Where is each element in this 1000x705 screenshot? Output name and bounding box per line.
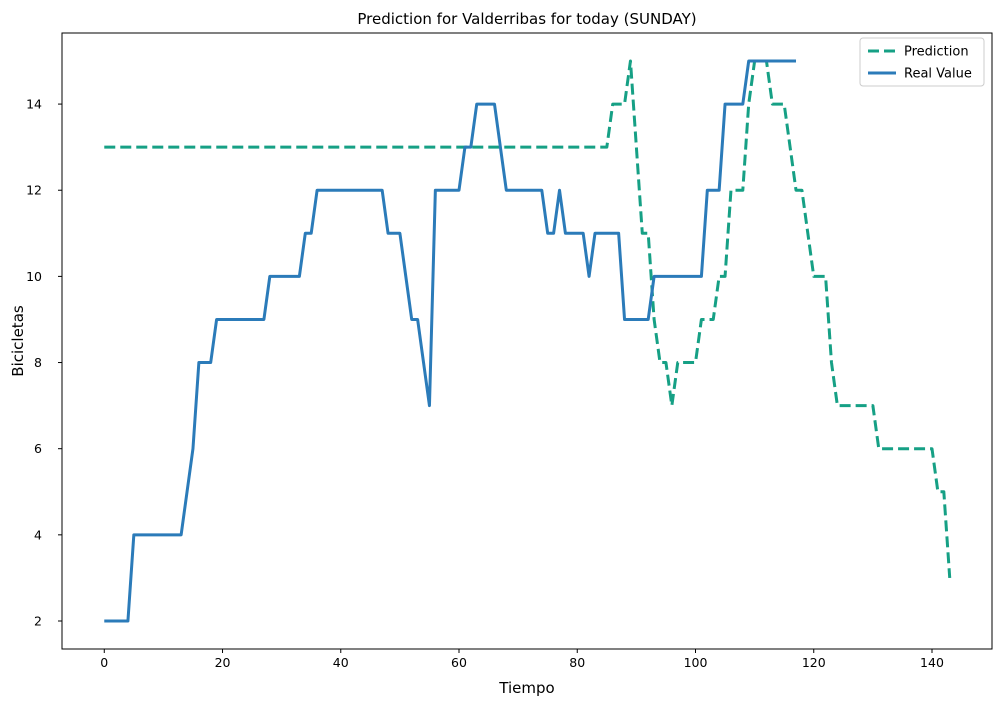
series-layer [104,59,952,623]
plot-area [61,32,993,650]
y-axis: 2 4 6 8 10 12 14 [26,97,62,629]
x-tick-label: 40 [333,655,349,670]
legend: Prediction Real Value [859,37,985,87]
x-tick-label: 80 [569,655,585,670]
x-axis-label: Tiempo [498,679,554,697]
legend-label: Prediction [904,45,969,60]
y-tick-label: 14 [26,97,42,112]
x-tick-label: 0 [100,655,108,670]
x-tick-label: 120 [802,655,826,670]
y-tick-label: 2 [34,614,42,629]
y-tick-label: 6 [34,441,42,456]
series-line-prediction [104,59,952,579]
y-tick-label: 8 [34,355,42,370]
chart-title: Prediction for Valderribas for today (SU… [357,10,696,28]
y-tick-label: 4 [34,527,42,542]
y-tick-label: 10 [26,269,42,284]
x-tick-label: 20 [215,655,231,670]
x-tick-label: 100 [684,655,708,670]
x-tick-label: 60 [451,655,467,670]
y-tick-label: 12 [26,183,42,198]
series-line-real-value [104,59,797,623]
y-axis-label: Bicicletas [9,305,27,377]
x-tick-label: 140 [920,655,944,670]
legend-label: Real Value [904,67,972,82]
x-axis: 0 20 40 60 80 100 120 140 [100,649,944,670]
